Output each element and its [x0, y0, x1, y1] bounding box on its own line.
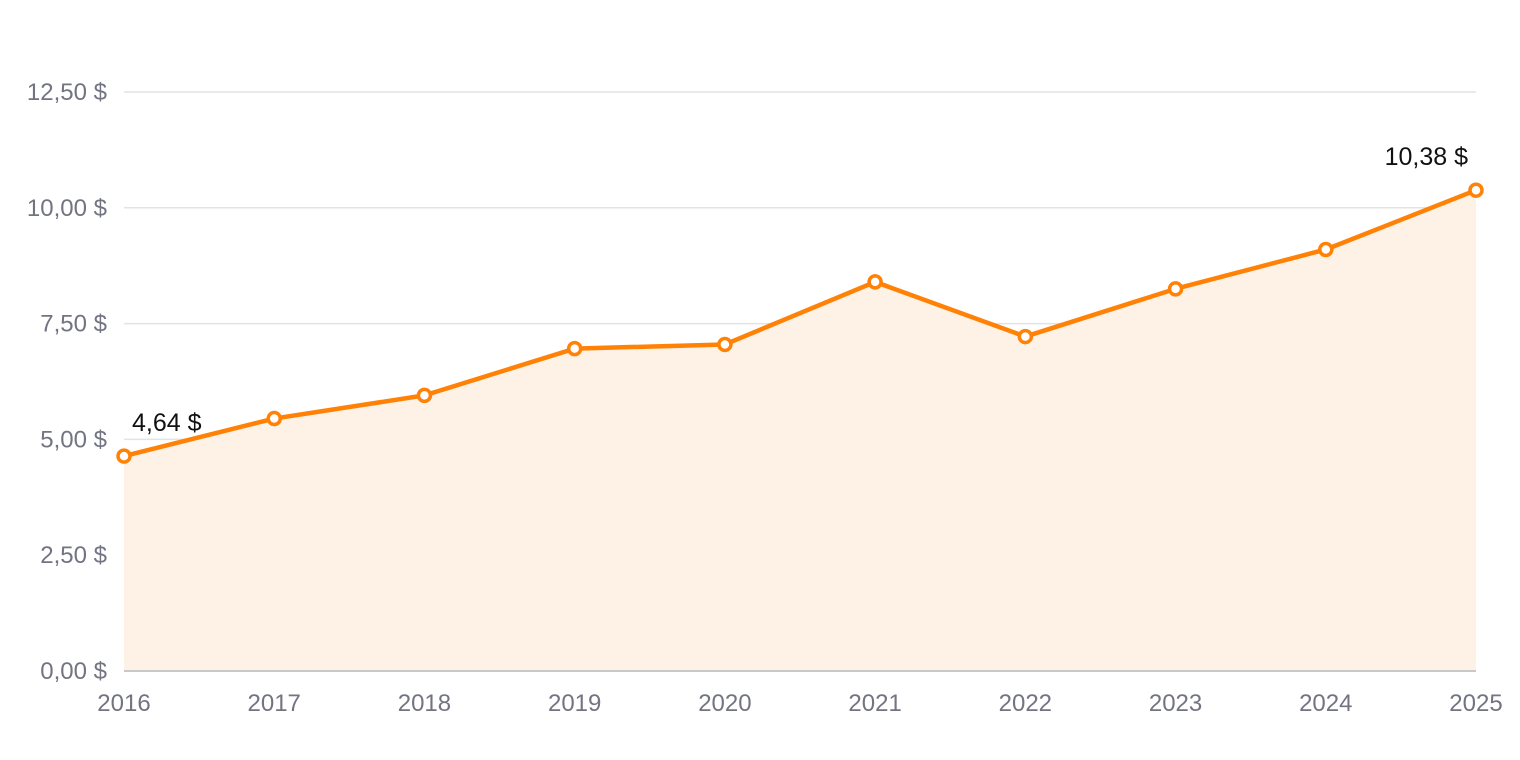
data-point-2021[interactable]: [867, 274, 883, 290]
data-point-2023[interactable]: [1167, 281, 1184, 297]
x-tick-label: 2022: [999, 690, 1052, 717]
data-point-2025[interactable]: [1468, 182, 1484, 198]
series-line: [121, 187, 1479, 459]
data-point-2019[interactable]: [566, 340, 583, 357]
y-tick-label: 7,50 $: [40, 311, 107, 338]
y-tick-label: 10,00 $: [27, 195, 107, 222]
data-point-2018[interactable]: [416, 387, 433, 404]
series-line-layer: [121, 187, 1479, 459]
y-tick-label: 2,50 $: [40, 542, 107, 569]
x-tick-label: 2019: [548, 690, 601, 717]
data-point-2016[interactable]: [116, 448, 132, 464]
data-label-2025: 10,38 $: [1385, 143, 1469, 171]
x-tick-label: 2023: [1149, 690, 1202, 717]
series-area: [124, 190, 1476, 671]
data-labels: 4,64 $ 10,38 $: [132, 143, 1468, 437]
data-point-2020[interactable]: [717, 336, 733, 353]
data-point-2024[interactable]: [1318, 241, 1334, 258]
y-tick-label: 12,50 $: [27, 79, 107, 106]
x-tick-label: 2024: [1299, 690, 1352, 717]
x-tick-label: 2017: [248, 690, 301, 717]
y-tick-label: 0,00 $: [40, 658, 107, 685]
x-tick-label: 2018: [398, 690, 451, 717]
x-tick-label: 2020: [698, 690, 751, 717]
axis-layer: 0,00 $ 2,50 $ 5,00 $ 7,50 $ 10,00 $ 12,50 $ 20…: [27, 79, 1503, 717]
y-tick-label: 5,00 $: [40, 426, 107, 453]
data-point-2017[interactable]: [266, 410, 282, 427]
x-tick-label: 2016: [97, 690, 150, 717]
data-point-2022[interactable]: [1017, 328, 1034, 345]
x-tick-label: 2021: [848, 690, 901, 717]
data-label-2016: 4,64 $: [132, 409, 202, 437]
x-tick-label: 2025: [1449, 690, 1502, 717]
area-fill-layer: [124, 190, 1476, 671]
data-point-markers: [116, 182, 1484, 464]
